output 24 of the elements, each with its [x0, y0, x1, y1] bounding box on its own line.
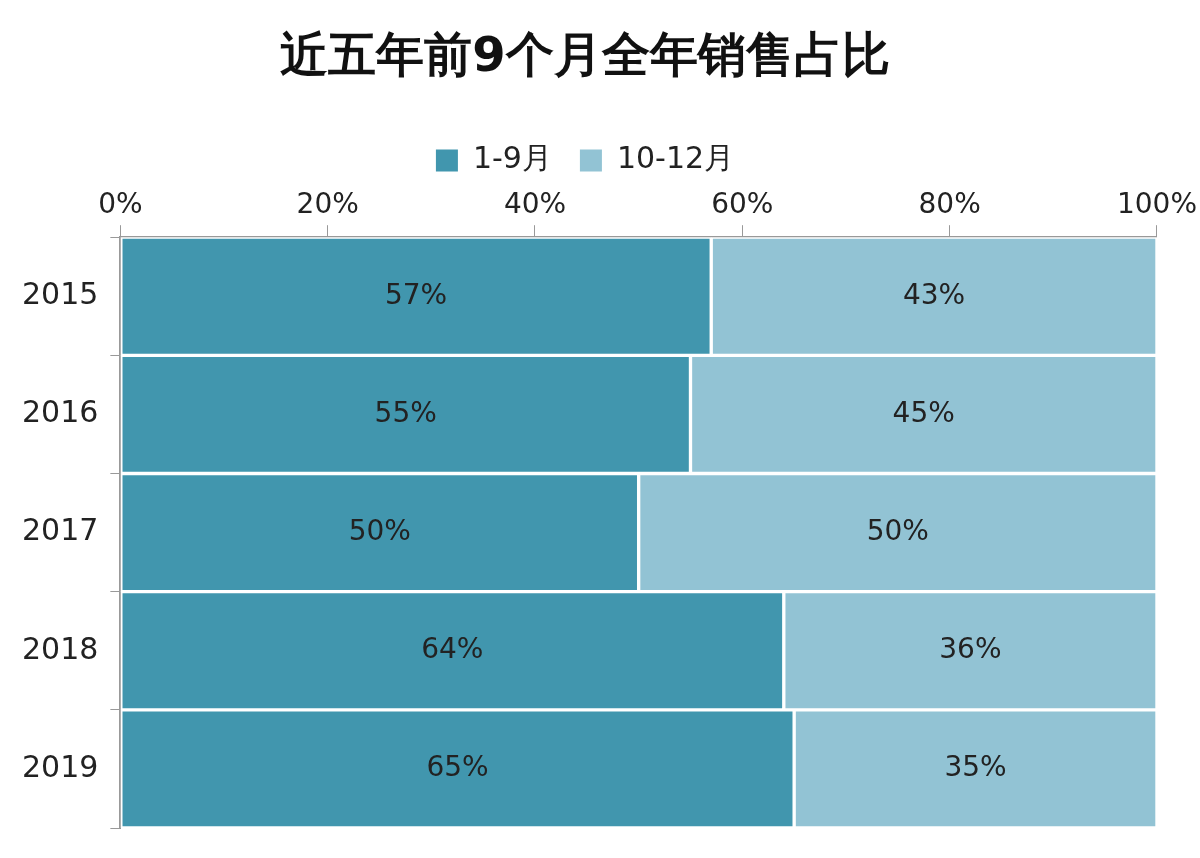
x-tick-label: 0%: [98, 186, 143, 220]
y-tick-label: 2015: [21, 276, 99, 312]
data-label: 64%: [421, 632, 484, 666]
data-label: 55%: [374, 395, 437, 429]
data-label: 50%: [866, 513, 929, 547]
legend-label: 1-9月: [472, 140, 552, 176]
data-label: 36%: [939, 632, 1002, 666]
legend-label: 10-12月: [616, 140, 735, 176]
data-label: 50%: [348, 513, 411, 547]
x-tick-label: 20%: [296, 186, 359, 220]
x-tick-label: 40%: [503, 186, 567, 220]
y-tick-label: 2016: [21, 394, 99, 430]
data-label: 35%: [944, 750, 1007, 784]
data-label: 57%: [384, 277, 448, 311]
x-tick-label: 80%: [918, 186, 981, 220]
x-tick-label: 60%: [711, 186, 774, 220]
data-label: 65%: [426, 750, 489, 784]
x-tick-label: 100%: [1116, 186, 1198, 220]
y-tick-label: 2019: [21, 748, 99, 784]
y-tick-label: 2017: [21, 512, 99, 548]
data-label: 45%: [892, 395, 955, 429]
data-label: 43%: [902, 277, 966, 311]
chart-title: 近五年前9个月全年销售占比: [280, 26, 890, 83]
y-tick-label: 2018: [21, 630, 99, 666]
